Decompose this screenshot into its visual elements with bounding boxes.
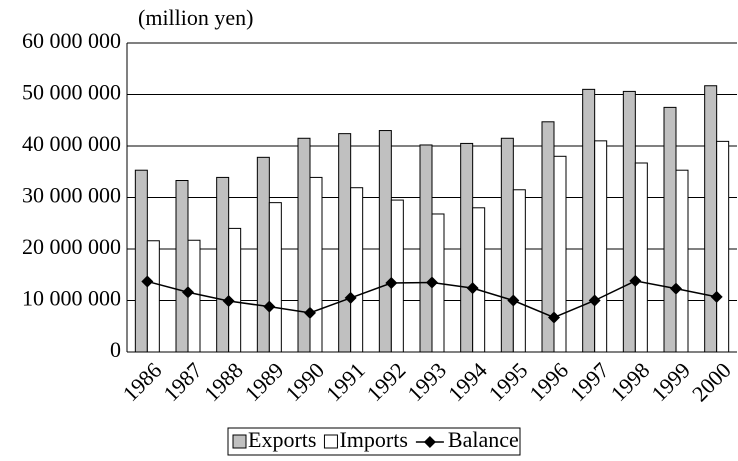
bar: [216, 176, 230, 353]
x-tick-label: 2000: [687, 357, 736, 406]
x-tick-label: 1987: [158, 357, 207, 406]
x-tick-label: 1992: [362, 357, 411, 406]
legend-label: Imports: [339, 427, 407, 452]
legend-label: Balance: [448, 427, 519, 452]
marker: [507, 294, 520, 307]
bar: [500, 137, 514, 353]
bar: [419, 144, 433, 353]
x-tick-label: 1990: [280, 357, 329, 406]
bar: [390, 199, 404, 353]
bar: [634, 162, 648, 353]
legend-swatch: [232, 434, 247, 449]
bar: [297, 137, 311, 353]
marker: [304, 306, 316, 319]
x-tick-label: 1991: [321, 357, 370, 406]
y-tick-label: 10 000 000: [22, 286, 121, 311]
bar: [350, 187, 364, 353]
bar: [175, 180, 189, 353]
y-tick-label: 50 000 000: [22, 80, 121, 105]
bar: [663, 106, 677, 353]
x-tick-label: 1996: [524, 357, 573, 406]
marker: [222, 295, 235, 308]
marker: [182, 286, 194, 299]
bar: [146, 240, 160, 353]
marker: [548, 311, 560, 324]
bar: [378, 130, 392, 353]
marker: [710, 290, 723, 303]
marker: [141, 275, 154, 288]
bar: [268, 202, 282, 353]
marker: [670, 282, 682, 295]
bar: [716, 140, 730, 353]
legend-label: Exports: [248, 427, 316, 452]
bar: [228, 227, 242, 353]
y-tick-label: 40 000 000: [22, 131, 121, 156]
x-tick-label: 1995: [484, 357, 533, 406]
bar: [338, 133, 352, 353]
bar: [704, 85, 718, 353]
legend-marker: [423, 436, 436, 448]
marker: [466, 282, 479, 295]
y-tick-label: 20 000 000: [22, 234, 121, 259]
legend-swatch: [323, 434, 338, 449]
bar: [309, 176, 323, 353]
y-tick-label: 60 000 000: [22, 28, 121, 53]
x-tick-label: 1998: [606, 357, 655, 406]
bar: [594, 140, 608, 353]
bar: [675, 169, 689, 353]
y-tick-label: 30 000 000: [22, 183, 121, 208]
bar: [553, 155, 567, 353]
bar: [460, 142, 474, 353]
marker: [426, 276, 438, 289]
x-tick-label: 1999: [646, 357, 695, 406]
x-tick-label: 1994: [443, 357, 492, 406]
bar: [512, 189, 526, 353]
bar: [582, 88, 596, 353]
x-tick-label: 1986: [118, 357, 167, 406]
marker: [588, 294, 601, 307]
bar: [472, 207, 486, 353]
x-tick-label: 1993: [402, 357, 451, 406]
marker: [263, 300, 276, 313]
x-tick-label: 1997: [565, 357, 614, 406]
bar: [256, 156, 270, 353]
marker: [385, 276, 398, 289]
y-tick-label: 0: [110, 337, 121, 362]
y-axis-label: (million yen): [138, 5, 253, 30]
x-tick-label: 1989: [240, 357, 289, 406]
x-tick-label: 1988: [199, 357, 248, 406]
marker: [629, 274, 642, 287]
bar: [622, 90, 636, 353]
marker: [344, 291, 357, 304]
legend-box: [227, 427, 521, 456]
bar: [134, 169, 148, 353]
